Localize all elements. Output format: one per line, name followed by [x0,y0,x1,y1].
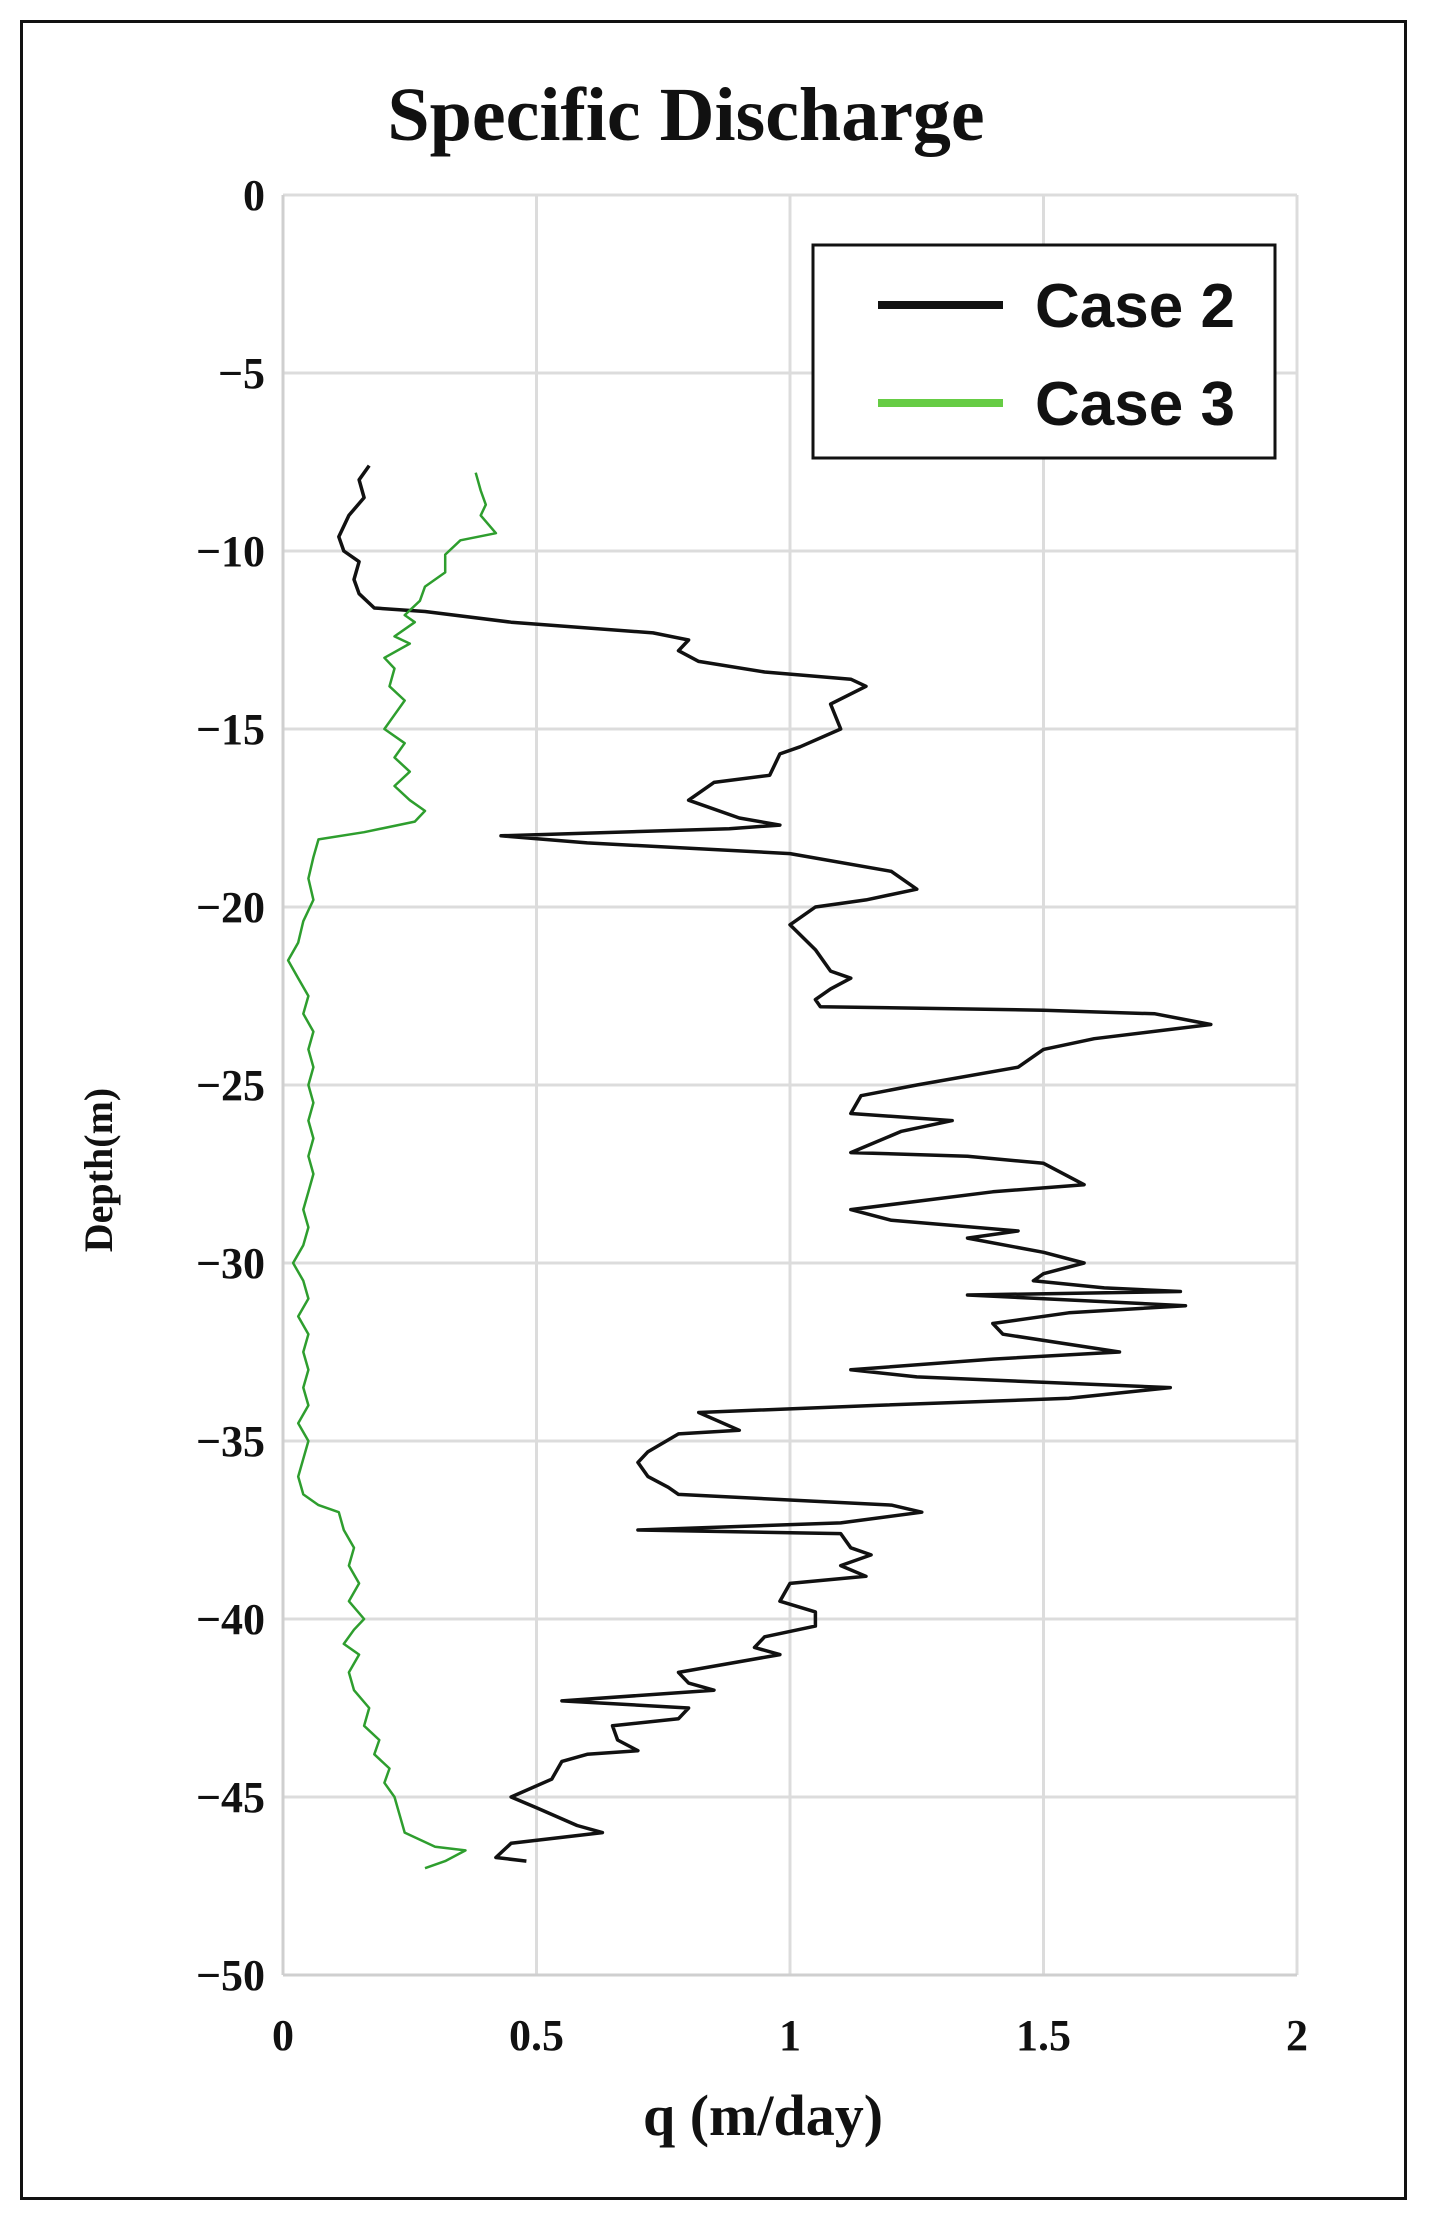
x-tick-label: 0 [272,2011,294,2060]
y-tick-label: −45 [196,1773,265,1822]
y-tick-label: −5 [218,349,265,398]
legend: Case 2 Case 3 [811,243,1277,460]
y-tick-label: −30 [196,1239,265,1288]
y-axis-label: Depth(m) [76,1088,121,1252]
x-tick-label: 1.5 [1016,2011,1071,2060]
legend-label-case-3: Case 3 [1035,370,1235,439]
y-tick-label: 0 [243,171,265,220]
chart-title: Specific Discharge [387,73,984,157]
x-axis-label: q (m/day) [643,2083,883,2148]
y-tick-label: −15 [196,705,265,754]
legend-label-case-2: Case 2 [1035,272,1235,341]
series-group [286,464,1213,1870]
x-tick-label: 1 [779,2011,801,2060]
series-line-3 [286,472,498,1870]
x-tick-label: 2 [1286,2011,1308,2060]
y-tick-label: −35 [196,1417,265,1466]
y-tick-label: −40 [196,1595,265,1644]
figure-frame [20,20,1407,2200]
x-tick-label: 0.5 [509,2011,564,2060]
y-tick-labels: 0 −5 −10 −15 −20 −25 −30 −35 −40 −45 −50 [196,171,265,2000]
axes [281,195,1297,1977]
y-tick-label: −10 [196,527,265,576]
grid [281,193,1299,1977]
legend-box [811,243,1277,460]
y-tick-label: −20 [196,883,265,932]
series-line-2 [337,464,1213,1863]
x-tick-labels: 0 0.5 1 1.5 2 [272,2011,1308,2060]
y-tick-label: −50 [196,1951,265,2000]
y-tick-label: −25 [196,1061,265,1110]
